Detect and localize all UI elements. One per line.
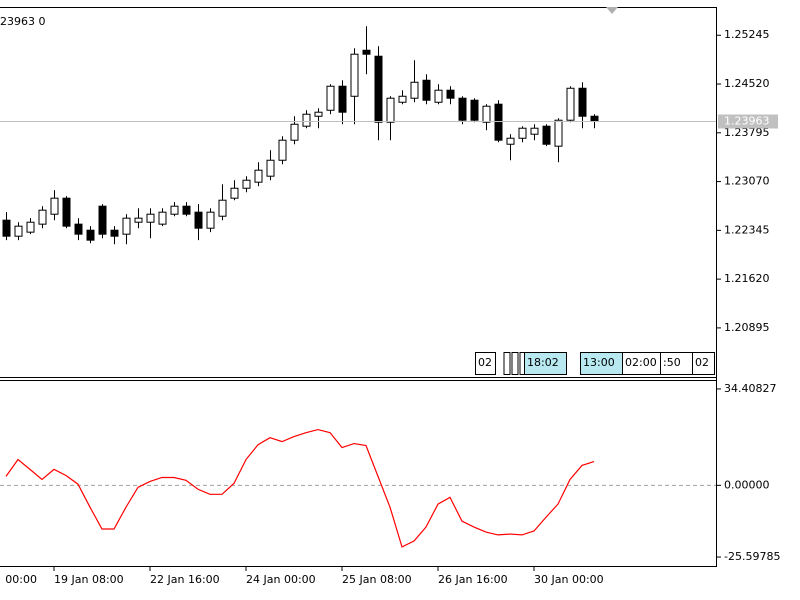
candle-body — [38, 209, 47, 225]
current-price-label: 1.23963 — [724, 115, 770, 128]
x-tick-label: 19 Jan 08:00 — [54, 573, 124, 586]
candle-body — [74, 223, 83, 235]
candle-body — [470, 99, 479, 121]
y-tick-label: 0.00000 — [724, 478, 770, 491]
candle-body — [590, 115, 599, 122]
x-tick-label: 25 Jan 08:00 — [342, 573, 412, 586]
candle-body — [302, 113, 311, 127]
candle-body — [122, 217, 131, 235]
candle-body — [506, 137, 515, 145]
candle-body — [542, 125, 551, 145]
candle-body — [230, 187, 239, 199]
y-tick-label: 1.25245 — [724, 28, 770, 41]
candle-body — [494, 103, 503, 141]
candle-body — [146, 213, 155, 223]
candle-body — [338, 85, 347, 113]
x-tick-label: 30 Jan 00:00 — [534, 573, 604, 586]
candle-body — [386, 97, 395, 123]
candle-body — [278, 139, 287, 161]
candle-body — [290, 123, 299, 141]
candle-body — [218, 199, 227, 217]
candle-body — [398, 95, 407, 103]
candle-body — [566, 87, 575, 121]
candle-body — [194, 211, 203, 229]
y-tick-label: 1.23070 — [724, 175, 770, 188]
x-tick-label: 24 Jan 00:00 — [246, 573, 316, 586]
y-tick-label: 1.24520 — [724, 77, 770, 90]
candle-body — [554, 119, 563, 147]
time-marker-label: 02:00 — [625, 356, 657, 369]
candle-body — [350, 53, 359, 97]
candle-body — [62, 197, 71, 227]
candle-body — [518, 127, 527, 139]
candle-body — [50, 197, 59, 215]
y-tick-label: 1.21620 — [724, 272, 770, 285]
candle-body — [362, 49, 371, 55]
candle-body — [326, 85, 335, 111]
time-marker-box — [511, 352, 519, 375]
candle-body — [446, 89, 455, 99]
time-marker-box — [475, 352, 496, 375]
candle-body — [2, 219, 11, 237]
candle-body — [110, 229, 119, 237]
candle-body — [374, 55, 383, 123]
candle-body — [434, 89, 443, 103]
candle-body — [182, 205, 191, 215]
candle-body — [242, 179, 251, 189]
current-price-box — [718, 114, 778, 129]
candle-body — [170, 205, 179, 215]
x-tick-label: 22 Jan 16:00 — [150, 573, 220, 586]
candle-body — [578, 87, 587, 117]
candle-body — [482, 105, 491, 123]
candle-body — [98, 205, 107, 235]
time-marker-label: 02 — [478, 356, 492, 369]
y-tick-label: 1.20895 — [724, 321, 770, 334]
candle-body — [458, 97, 467, 121]
candle-body — [14, 225, 23, 237]
y-tick-label: 34.40827 — [724, 382, 777, 395]
candle-body — [410, 81, 419, 99]
time-marker-box — [503, 352, 511, 375]
shift-marker — [606, 7, 618, 14]
time-marker-label: :50 — [663, 356, 681, 369]
candle-body — [422, 79, 431, 101]
candle-body — [266, 159, 275, 177]
candle-body — [134, 217, 143, 223]
candle-body — [254, 169, 263, 183]
y-tick-label: -25.59785 — [724, 550, 780, 563]
time-marker-label: 02 — [695, 356, 709, 369]
indicator-line — [5, 428, 595, 548]
x-tick-label: 00:00 — [5, 573, 37, 586]
candle-body — [26, 221, 35, 233]
x-tick-label: 26 Jan 16:00 — [438, 573, 508, 586]
candle-body — [158, 211, 167, 225]
y-tick-label: 1.22345 — [724, 223, 770, 236]
time-marker-box — [692, 352, 715, 375]
y-tick-label: 1.23795 — [724, 126, 770, 139]
candle-body — [206, 211, 215, 229]
candle-body — [86, 229, 95, 241]
candle-body — [314, 111, 323, 117]
candle-body — [530, 127, 539, 135]
info-text: 23963 0 — [0, 15, 46, 28]
time-marker-label: 18:02 — [527, 356, 559, 369]
time-marker-label: 13:00 — [583, 356, 615, 369]
time-marker-box — [524, 352, 567, 375]
